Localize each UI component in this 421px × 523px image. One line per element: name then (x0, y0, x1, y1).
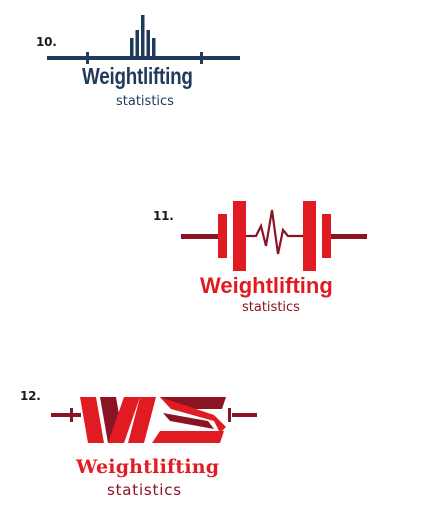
barbell-bars-icon (47, 15, 240, 64)
logo-12: 12. Weightlifting statistics (0, 375, 421, 523)
logo-11: 11. Weightlifting statistics (0, 180, 421, 330)
logo-title: Weightlifting (76, 456, 220, 478)
logo-number: 11. (153, 209, 174, 223)
logo-title: Weightlifting (82, 63, 193, 89)
logo-10: 10. Weightlifting statistics (0, 0, 421, 130)
logo-subtitle: statistics (242, 300, 300, 315)
logo-number: 12. (20, 389, 41, 403)
logo-subtitle: statistics (107, 481, 182, 499)
logo-number: 10. (36, 35, 57, 49)
barbell-heartbeat-icon (181, 201, 367, 271)
logo-title: Weightlifting (200, 273, 333, 298)
ws-monogram-barbell-icon (51, 397, 257, 443)
logo-subtitle: statistics (116, 94, 174, 109)
